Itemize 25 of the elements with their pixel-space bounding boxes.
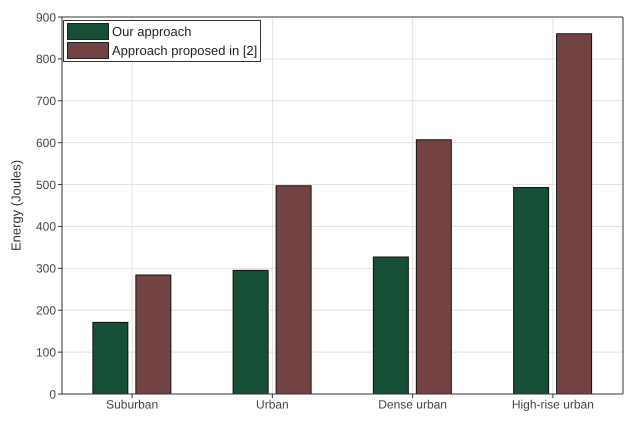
bar bbox=[92, 322, 128, 394]
x-tick-label: Suburban bbox=[106, 398, 158, 412]
bar bbox=[135, 274, 172, 394]
y-tick-label: 0 bbox=[49, 387, 56, 402]
y-tick-label: 100 bbox=[36, 345, 56, 360]
x-tick-label: High-rise urban bbox=[512, 398, 594, 412]
bar bbox=[556, 33, 592, 394]
legend-label: Approach proposed in [2] bbox=[112, 43, 258, 58]
y-tick-label: 200 bbox=[36, 303, 56, 318]
bar bbox=[372, 256, 409, 394]
y-tick-label: 400 bbox=[36, 220, 56, 234]
y-tick-label: 600 bbox=[36, 136, 56, 150]
bar bbox=[513, 186, 550, 394]
y-tick-label: 300 bbox=[36, 262, 56, 276]
bar bbox=[276, 185, 312, 394]
legend-label: Our approach bbox=[112, 24, 192, 39]
y-tick-label: 700 bbox=[36, 94, 56, 108]
bar bbox=[232, 270, 269, 394]
y-tick-label: 900 bbox=[36, 10, 56, 24]
y-axis-title: Energy (Joules) bbox=[8, 160, 24, 252]
bar bbox=[416, 139, 452, 394]
y-tick-label: 500 bbox=[36, 178, 56, 192]
x-tick-label: Urban bbox=[256, 398, 289, 412]
x-tick-label: Dense urban bbox=[378, 398, 447, 412]
y-tick-label: 800 bbox=[36, 52, 56, 66]
